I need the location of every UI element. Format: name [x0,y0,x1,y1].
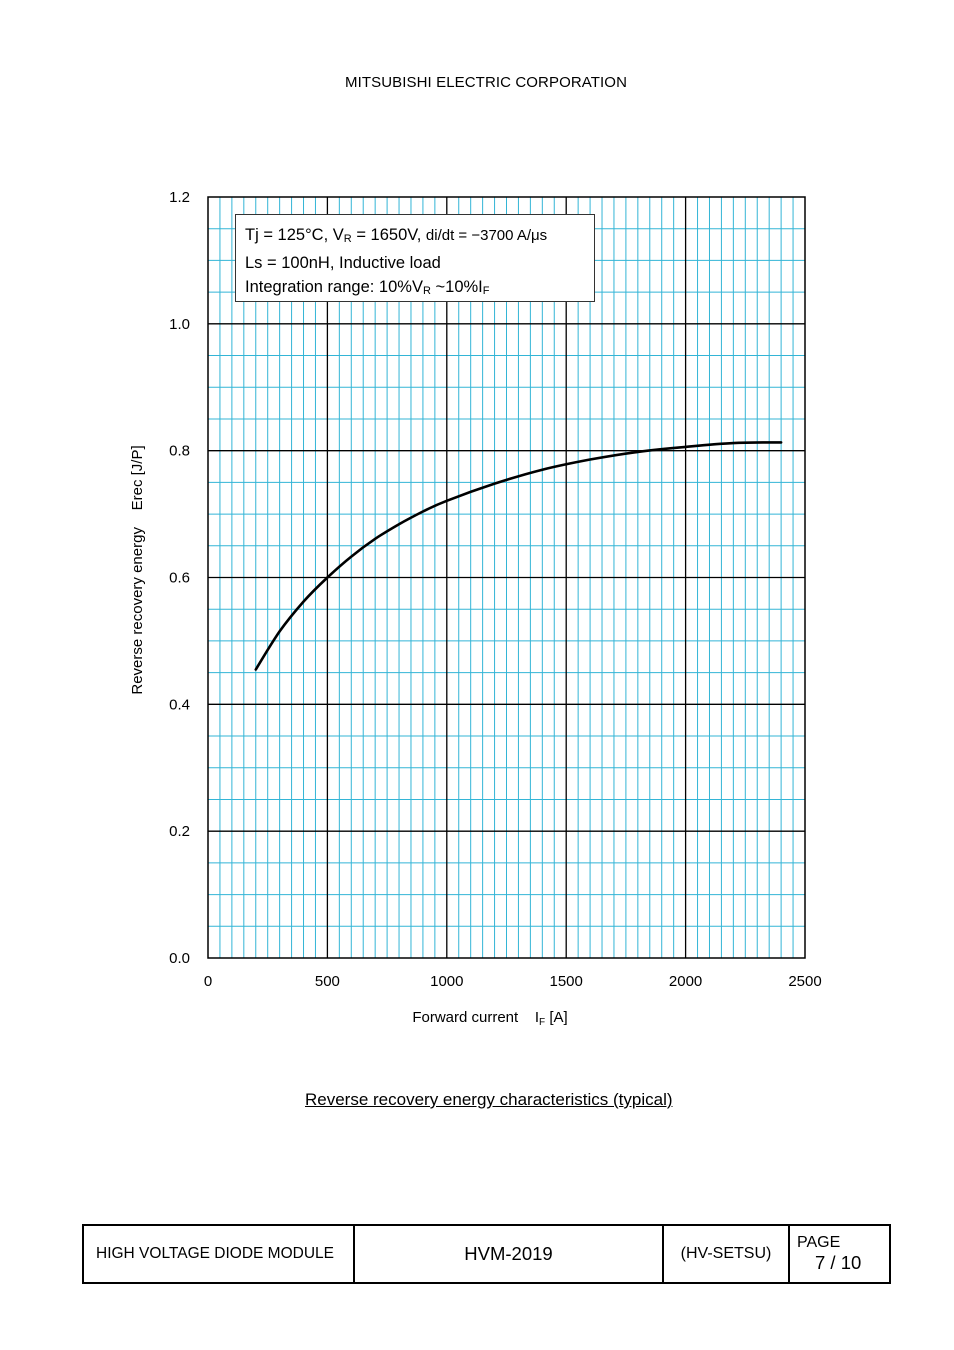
x-tick-label: 1500 [550,973,583,990]
major-grid [207,196,806,959]
legend-line-2: Ls = 100nH, Inductive load [245,254,441,272]
figure-caption: Reverse recovery energy characteristics … [305,1090,673,1109]
y-tick-label: 0.0 [169,950,190,967]
y-tick-label: 1.2 [169,189,190,206]
footer-code: (HV-SETSU) [664,1226,790,1282]
x-tick-label: 2500 [788,973,821,990]
x-axis-label: Forward current IF [A] [412,1009,567,1028]
footer-table: HIGH VOLTAGE DIODE MODULE HVM-2019 (HV-S… [82,1224,891,1284]
company-header: MITSUBISHI ELECTRIC CORPORATION [344,74,627,91]
page-number: 7 / 10 [815,1252,862,1273]
x-tick-label: 2000 [669,973,702,990]
y-tick-labels: 0.0 0.2 0.4 0.6 0.8 1.0 1.2 [169,189,190,967]
page-label: PAGE [797,1234,841,1251]
plot-frame [207,196,806,959]
x-tick-label: 0 [204,973,212,990]
y-axis-label: Reverse recovery energy Erec [J/P] [129,445,146,694]
series-line [254,441,783,671]
footer-model: HVM-2019 [355,1226,664,1282]
x-tick-label: 500 [315,973,340,990]
x-tick-label: 1000 [430,973,463,990]
series [254,441,783,671]
chart-conditions-legend: Tj = 125°C, VR = 1650V, di/dt = −3700 A/… [235,214,595,302]
y-tick-label: 1.0 [169,316,190,333]
footer-product: HIGH VOLTAGE DIODE MODULE [84,1226,355,1282]
y-tick-label: 0.6 [169,570,190,587]
footer-page: PAGE 7 / 10 [790,1226,889,1282]
legend-line-3: Integration range: 10%VR ~10%IF [245,278,490,297]
y-tick-label: 0.8 [169,443,190,460]
x-tick-labels: 0 500 1000 1500 2000 2500 [204,973,822,990]
y-tick-label: 0.4 [169,696,190,713]
legend-line-1: Tj = 125°C, VR = 1650V, di/dt = −3700 A/… [245,226,548,245]
y-tick-label: 0.2 [169,823,190,840]
